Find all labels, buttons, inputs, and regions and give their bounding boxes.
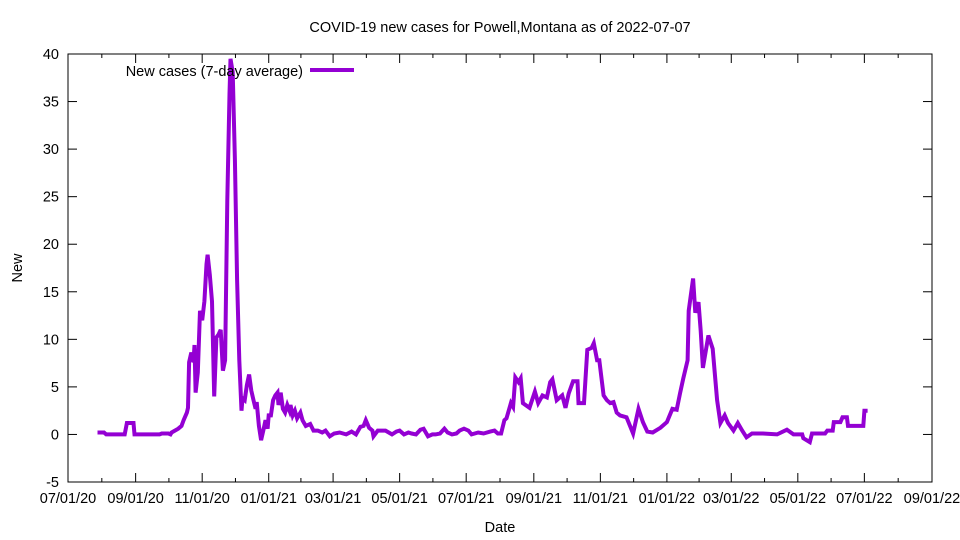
y-tick-label: 15 xyxy=(43,285,59,301)
x-tick-label: 09/01/21 xyxy=(506,491,562,507)
x-tick-label: 07/01/22 xyxy=(836,491,892,507)
x-tick-label: 03/01/22 xyxy=(703,491,759,507)
x-tick-label: 07/01/21 xyxy=(438,491,494,507)
x-tick-label: 01/01/22 xyxy=(639,491,695,507)
x-tick-label: 09/01/20 xyxy=(107,491,163,507)
plot-border xyxy=(67,53,933,483)
y-tick-label: 35 xyxy=(43,95,59,111)
y-axis-label: New xyxy=(10,253,26,283)
chart-title: COVID-19 new cases for Powell,Montana as… xyxy=(309,20,690,36)
y-tick-label: 30 xyxy=(43,142,59,158)
x-tick-label: 05/01/21 xyxy=(371,491,427,507)
legend-label: New cases (7-day average) xyxy=(126,64,303,80)
legend: New cases (7-day average) xyxy=(126,64,354,80)
x-axis-label: Date xyxy=(485,520,516,536)
x-tick-label: 07/01/20 xyxy=(40,491,96,507)
y-tick-label: 20 xyxy=(43,237,59,253)
x-tick-label: 03/01/21 xyxy=(305,491,361,507)
x-tick-label: 01/01/21 xyxy=(241,491,297,507)
y-tick-label: 25 xyxy=(43,190,59,206)
axis-ticks: -5 0 5 10 15 20 25 30 35 40 07/01/20 09/01/20 11/01/… xyxy=(40,47,960,507)
x-tick-label: 09/01/22 xyxy=(904,491,960,507)
y-tick-label: 10 xyxy=(43,332,59,348)
y-tick-label: 0 xyxy=(51,427,59,443)
plot-series xyxy=(97,58,868,446)
y-tick-label: -5 xyxy=(46,475,59,491)
y-tick-label: 40 xyxy=(43,47,59,63)
x-tick-label: 05/01/22 xyxy=(770,491,826,507)
y-tick-label: 5 xyxy=(51,380,59,396)
x-tick-label: 11/01/21 xyxy=(573,491,628,507)
series-line xyxy=(97,58,868,446)
x-tick-label: 11/01/20 xyxy=(174,491,229,507)
